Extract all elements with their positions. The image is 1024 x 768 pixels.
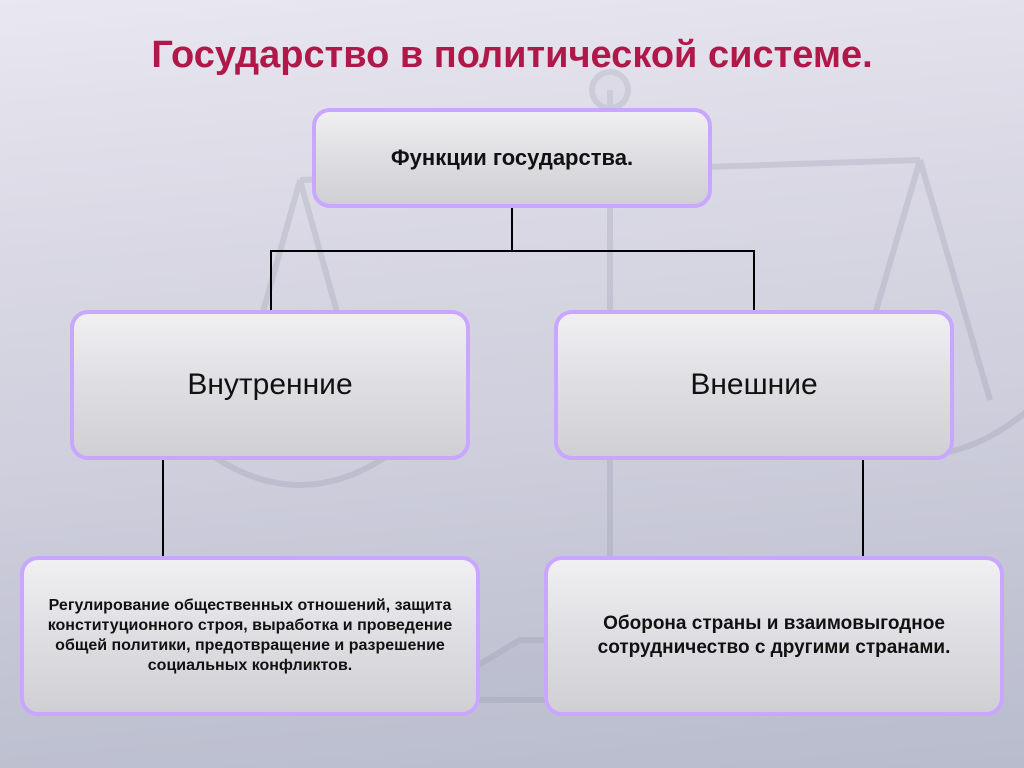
connector-v [753, 250, 755, 310]
connector-v [862, 460, 864, 556]
node-internal-detail-label: Регулирование общественных отношений, за… [42, 596, 458, 676]
node-external-label: Внешние [576, 366, 932, 404]
node-internal-label: Внутренние [92, 366, 448, 404]
connector-h [270, 250, 754, 252]
node-external: Внешние [554, 310, 954, 460]
node-external-detail-label: Оборона страны и взаимовыгодное сотрудни… [566, 612, 982, 660]
node-functions-root-label: Функции государства. [334, 144, 690, 172]
connector-v [162, 460, 164, 556]
node-functions-root: Функции государства. [312, 108, 712, 208]
connector-v [270, 250, 272, 310]
node-internal-detail: Регулирование общественных отношений, за… [20, 556, 480, 716]
node-external-detail: Оборона страны и взаимовыгодное сотрудни… [544, 556, 1004, 716]
connector-v [511, 208, 513, 252]
slide-title: Государство в политической системе. [0, 34, 1024, 77]
node-internal: Внутренние [70, 310, 470, 460]
